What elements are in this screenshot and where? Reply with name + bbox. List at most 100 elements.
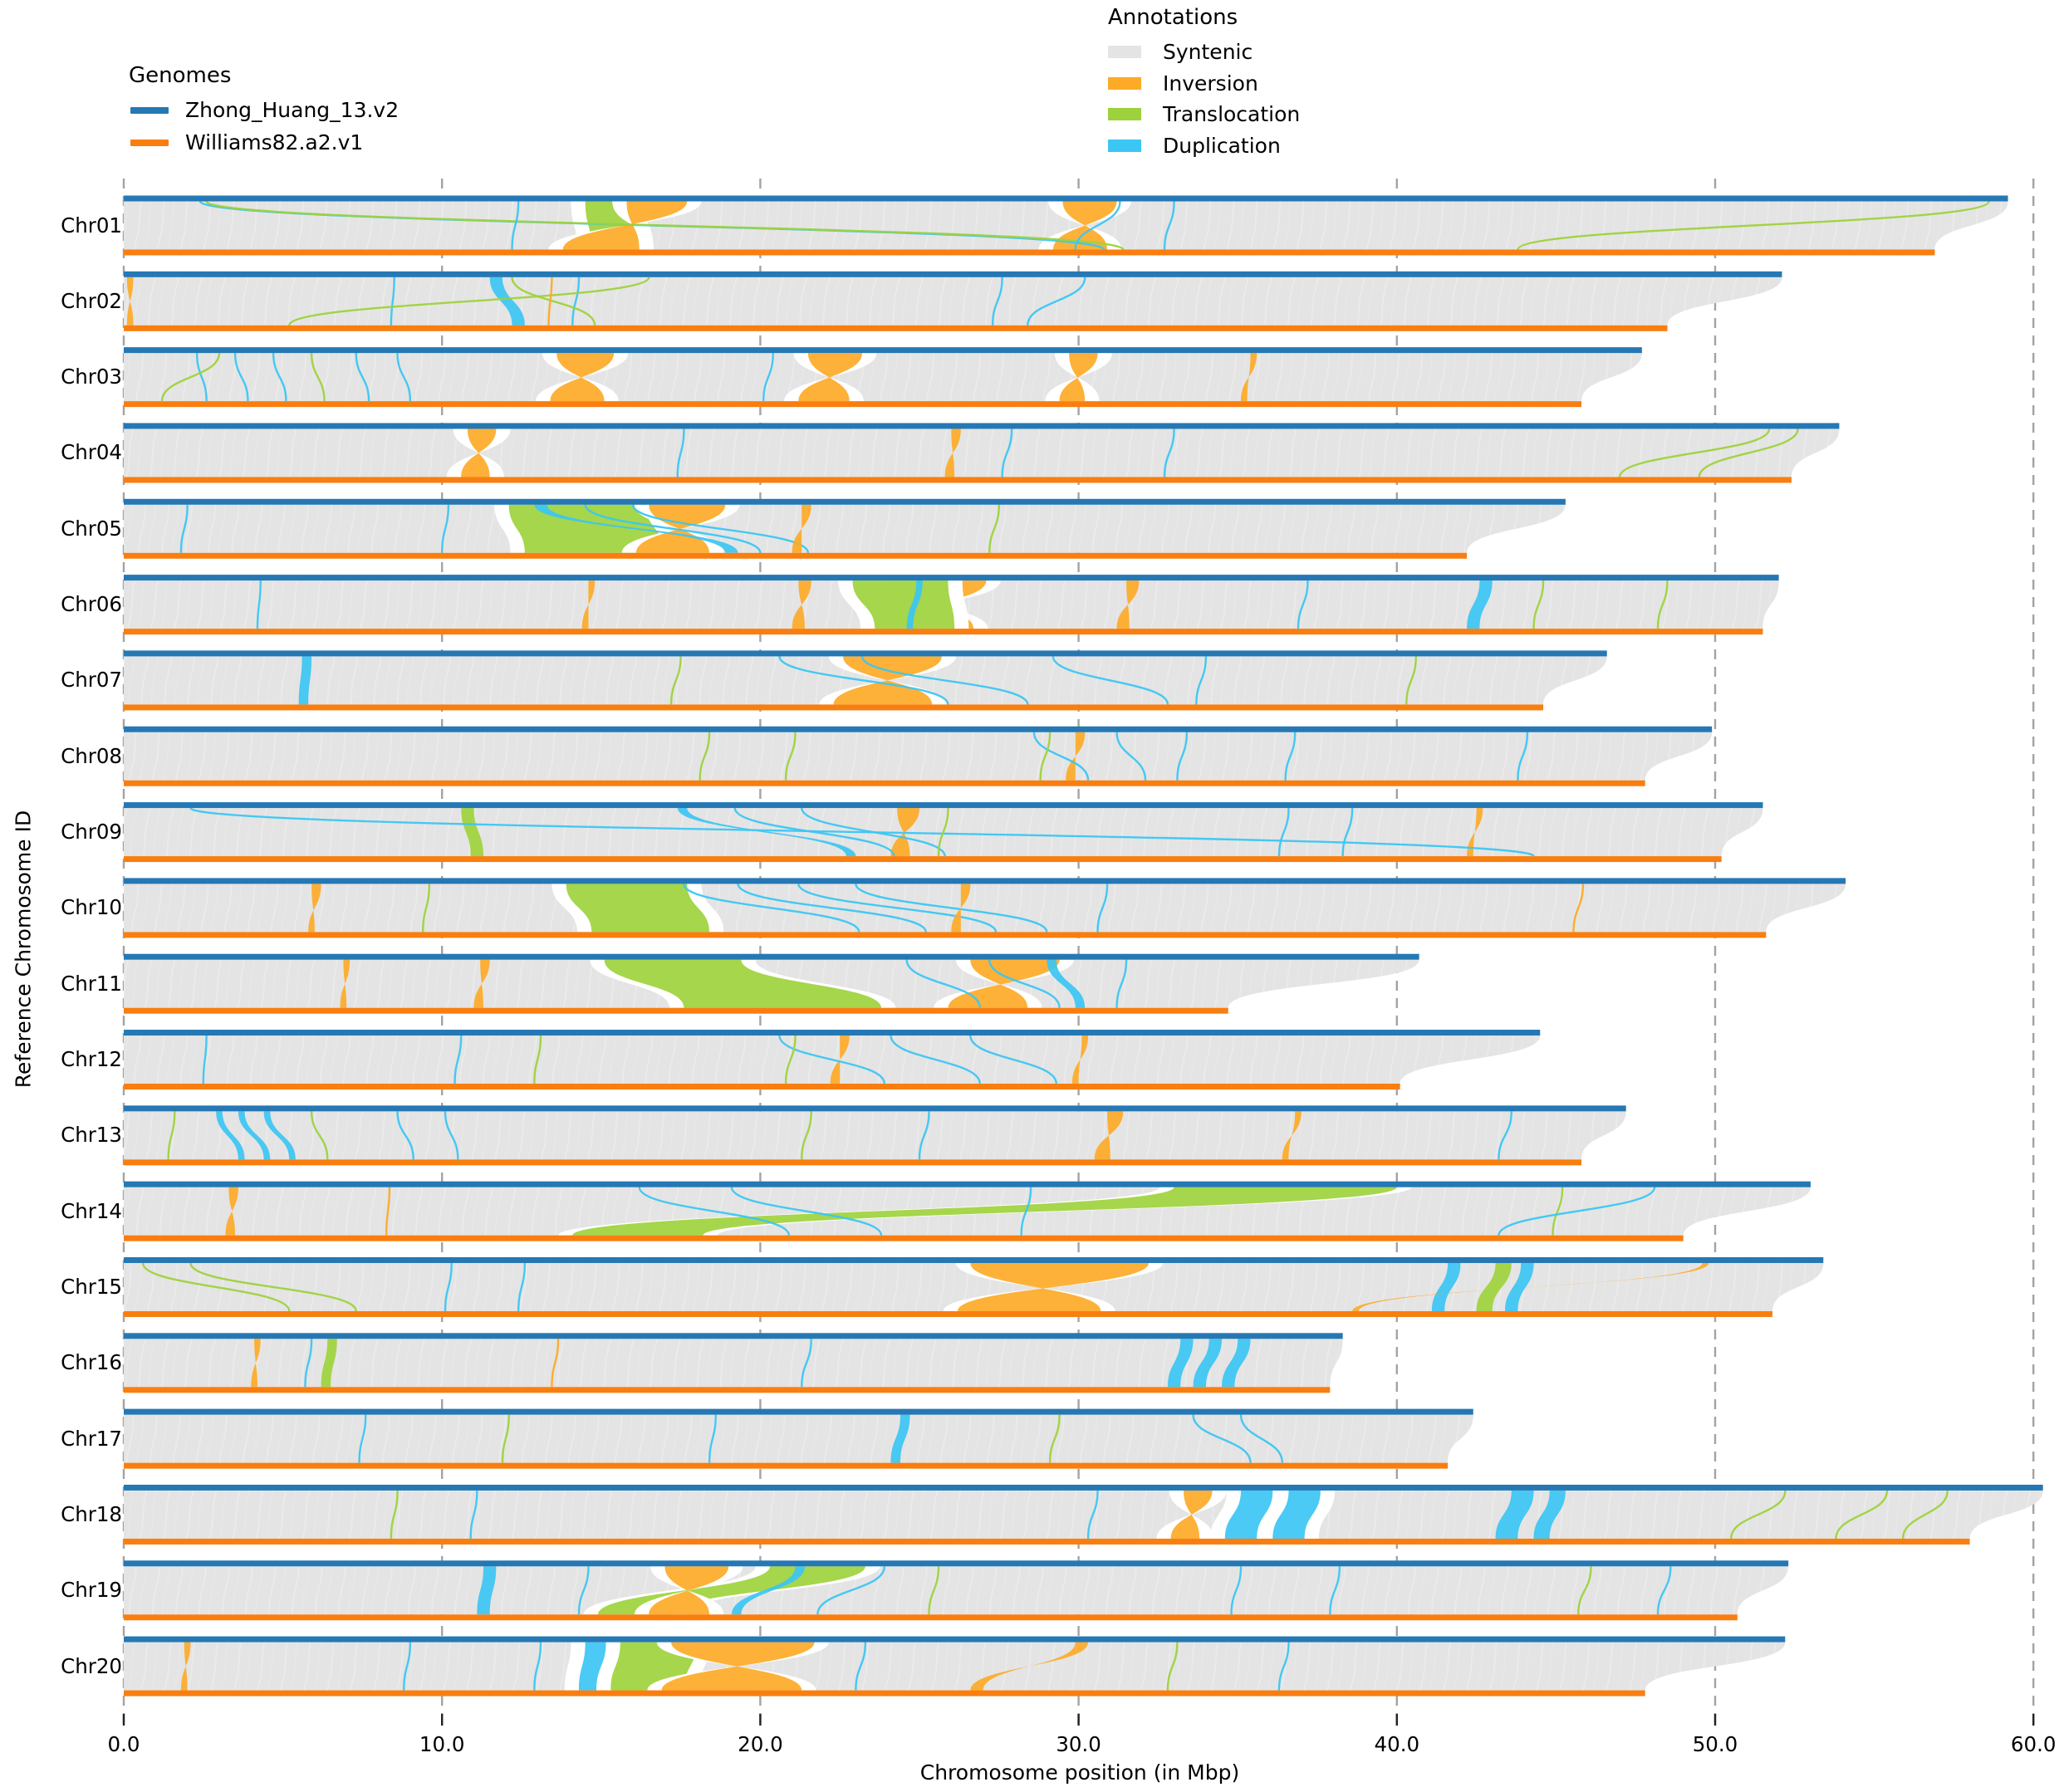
annotation-color-swatch xyxy=(1108,139,1141,152)
dup-ribbon xyxy=(477,1566,497,1615)
x-tick-label-50: 50.0 xyxy=(1692,1732,1738,1756)
syntenic-texture-Chr10 xyxy=(124,884,1846,933)
ref-bar-Chr04 xyxy=(124,423,1840,429)
syntenic-texture-Chr02 xyxy=(124,277,1782,326)
inv-ribbon xyxy=(1094,1111,1124,1160)
qry-bar-Chr16 xyxy=(124,1387,1331,1393)
dup-ribbon xyxy=(1167,1339,1194,1388)
dup-line xyxy=(517,1262,527,1311)
dup-line xyxy=(1020,1187,1032,1236)
dup-line xyxy=(1277,1642,1290,1691)
trans-line xyxy=(801,1111,812,1160)
inv-ribbon xyxy=(792,580,811,629)
dup-line xyxy=(533,1642,542,1691)
dup-ribbon xyxy=(1431,1262,1461,1311)
syntenic-texture-Chr19 xyxy=(124,1566,1789,1615)
trans-line xyxy=(1039,732,1052,781)
inv-ribbon xyxy=(1352,1262,1709,1311)
annotation-label: Inversion xyxy=(1163,71,1258,95)
trans-line xyxy=(189,1262,357,1312)
qry-bar-Chr02 xyxy=(124,325,1668,331)
dup-line xyxy=(1032,732,1090,781)
trans-line xyxy=(511,277,596,326)
dup-line xyxy=(708,1414,717,1463)
genome-label: Zhong_Huang_13.v2 xyxy=(185,98,400,122)
dup-line xyxy=(1230,1566,1243,1615)
inv-line xyxy=(385,1187,391,1236)
dup-line xyxy=(189,806,1535,858)
dup-line xyxy=(801,1339,812,1388)
dup-ribbon xyxy=(534,504,738,553)
inv-ribbon xyxy=(944,428,961,477)
trans-line xyxy=(1552,1187,1564,1236)
inv-ribbon xyxy=(1170,1490,1213,1539)
inv-ribbon xyxy=(890,808,919,857)
inv-line xyxy=(551,1339,560,1388)
dup-ribbon xyxy=(1224,1490,1273,1539)
qry-bar-Chr01 xyxy=(124,249,1935,256)
trans-line xyxy=(784,732,797,781)
dup-line xyxy=(390,277,395,326)
legend-genomes-title: Genomes xyxy=(129,63,232,88)
syntenic-texture-Chr13 xyxy=(124,1111,1626,1160)
dup-line xyxy=(762,353,774,402)
dup-ribbon xyxy=(1495,1490,1534,1539)
dup-line xyxy=(469,1490,478,1539)
trans-ribbon xyxy=(604,959,882,1008)
row-label-Chr20: Chr20 xyxy=(61,1653,122,1678)
inv-ribbon xyxy=(308,884,321,933)
row-label-Chr10: Chr10 xyxy=(61,895,122,920)
trans-ribbon xyxy=(508,504,665,553)
trans-line xyxy=(1698,428,1799,477)
row-label-Chr09: Chr09 xyxy=(61,820,122,845)
dup-line xyxy=(676,428,685,477)
dup-line xyxy=(683,883,860,933)
inv-ribbon xyxy=(461,428,497,477)
dup-ribbon xyxy=(1047,959,1086,1008)
qry-bar-Chr08 xyxy=(124,780,1645,786)
dup-line xyxy=(1074,201,1121,250)
ref-bar-Chr11 xyxy=(124,953,1419,960)
annotation-label: Duplication xyxy=(1163,133,1281,158)
row-label-Chr19: Chr19 xyxy=(61,1578,122,1603)
dup-ribbon xyxy=(1467,580,1493,629)
annotation-color-swatch xyxy=(1108,76,1141,90)
dup-line xyxy=(988,959,1061,1008)
dup-line xyxy=(890,1035,982,1085)
trans-line xyxy=(533,1036,542,1085)
inv-line xyxy=(547,277,553,326)
trans-ribbon xyxy=(461,808,484,857)
inv-ribbon xyxy=(1282,1111,1302,1160)
trans-ribbon xyxy=(321,1339,337,1388)
x-tick-label-60: 60.0 xyxy=(2010,1732,2057,1756)
row-label-Chr11: Chr11 xyxy=(61,971,122,996)
row-label-Chr12: Chr12 xyxy=(61,1047,122,1072)
dup-line xyxy=(396,1111,414,1160)
trans-line xyxy=(1577,1566,1592,1615)
x-tick-label-0: 0.0 xyxy=(107,1732,140,1756)
qry-bar-Chr20 xyxy=(124,1690,1645,1697)
dup-line xyxy=(1277,808,1290,857)
dup-line xyxy=(918,1111,930,1160)
dup-line xyxy=(1517,732,1529,781)
qry-bar-Chr18 xyxy=(124,1538,1970,1545)
trans-line xyxy=(1166,1642,1179,1691)
dup-line xyxy=(1115,732,1147,781)
syntenic-texture-Chr15 xyxy=(124,1262,1824,1311)
dup-line xyxy=(571,277,581,326)
dup-ribbon xyxy=(1272,1490,1321,1539)
dup-line xyxy=(1115,959,1128,1008)
trans-ribbon xyxy=(566,884,710,933)
trans-line xyxy=(205,200,1125,251)
dup-line xyxy=(1297,580,1309,629)
dup-line xyxy=(256,580,262,629)
trans-line xyxy=(1835,1490,1889,1540)
ref-bar-Chr10 xyxy=(124,878,1846,884)
inv-ribbon xyxy=(180,1642,191,1691)
inv-ribbon xyxy=(830,1036,850,1085)
dup-line xyxy=(1498,1111,1512,1160)
dup-line xyxy=(233,353,249,402)
annotation-color-swatch xyxy=(1108,46,1141,58)
trans-line xyxy=(501,1414,510,1463)
inv-ribbon xyxy=(1052,201,1117,250)
